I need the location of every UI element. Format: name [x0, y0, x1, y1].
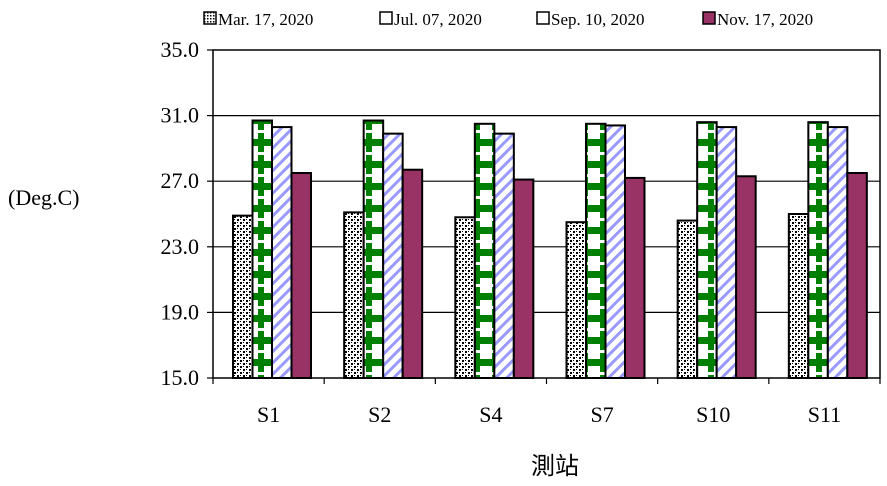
- bar-s4-series-2: [473, 122, 496, 379]
- x-tick-label: S7: [590, 402, 613, 427]
- y-tick-label: 15.0: [161, 365, 200, 390]
- bar-s10-series-2: [696, 121, 718, 379]
- x-tick-label: S11: [808, 402, 841, 427]
- bar-s4-series-4: [512, 178, 535, 379]
- bar-s1-series-2: [251, 119, 273, 380]
- bar-s7-series-3: [604, 124, 626, 379]
- legend-label: Mar. 17, 2020: [218, 10, 313, 29]
- legend-swatch: [702, 11, 716, 25]
- bar-s11-series-4: [846, 172, 868, 379]
- bar-s7-series-1: [565, 221, 587, 379]
- bar-s2-series-4: [401, 168, 424, 379]
- legend-swatch: [203, 11, 217, 25]
- bar-s1-series-1: [232, 214, 254, 379]
- x-tick-label: S10: [696, 402, 730, 427]
- bar-s11-series-1: [787, 213, 810, 379]
- plot-frame: [212, 49, 881, 379]
- y-axis-title: (Deg.C): [8, 185, 79, 210]
- legend-label: Sep. 10, 2020: [551, 10, 645, 29]
- bars: [232, 119, 868, 380]
- y-tick-label: 19.0: [161, 299, 200, 324]
- bar-s2-series-1: [343, 211, 365, 379]
- bar-s4-series-3: [493, 132, 515, 379]
- bar-s1-series-3: [271, 126, 293, 379]
- y-tick-label: 31.0: [161, 103, 200, 128]
- x-axis-title: 測站: [531, 452, 579, 480]
- y-tick-label: 35.0: [161, 37, 200, 62]
- bar-s2-series-3: [382, 132, 404, 379]
- x-tick-label: S4: [479, 402, 502, 427]
- x-tick-label: S1: [257, 402, 280, 427]
- legend-label: Jul. 07, 2020: [394, 10, 482, 29]
- y-tick-label: 27.0: [161, 168, 200, 193]
- bar-s10-series-1: [676, 219, 699, 379]
- bar-s7-series-2: [585, 122, 607, 379]
- legend-swatch: [379, 11, 393, 25]
- bar-s2-series-2: [362, 119, 385, 380]
- bar-s10-series-3: [715, 126, 738, 379]
- x-tick-label: S2: [368, 402, 391, 427]
- bar-s11-series-2: [807, 121, 829, 379]
- y-tick-labels: 35.0 31.0 27.0 23.0 19.0 15.0: [161, 37, 200, 390]
- axes: [207, 49, 881, 384]
- gridlines: [213, 114, 880, 313]
- legend-label: Nov. 17, 2020: [717, 10, 813, 29]
- bar-s1-series-4: [290, 172, 312, 379]
- bar-s10-series-4: [735, 175, 757, 379]
- bar-s11-series-3: [826, 126, 849, 379]
- bar-s7-series-4: [624, 176, 646, 379]
- bar-s4-series-1: [454, 216, 476, 379]
- legend: Mar. 17, 2020 Jul. 07, 2020 Sep. 10, 2020 N…: [203, 10, 813, 29]
- legend-swatch: [536, 11, 550, 25]
- x-tick-labels: S1 S2 S4 S7 S10 S11: [257, 402, 841, 427]
- y-tick-label: 23.0: [161, 234, 200, 259]
